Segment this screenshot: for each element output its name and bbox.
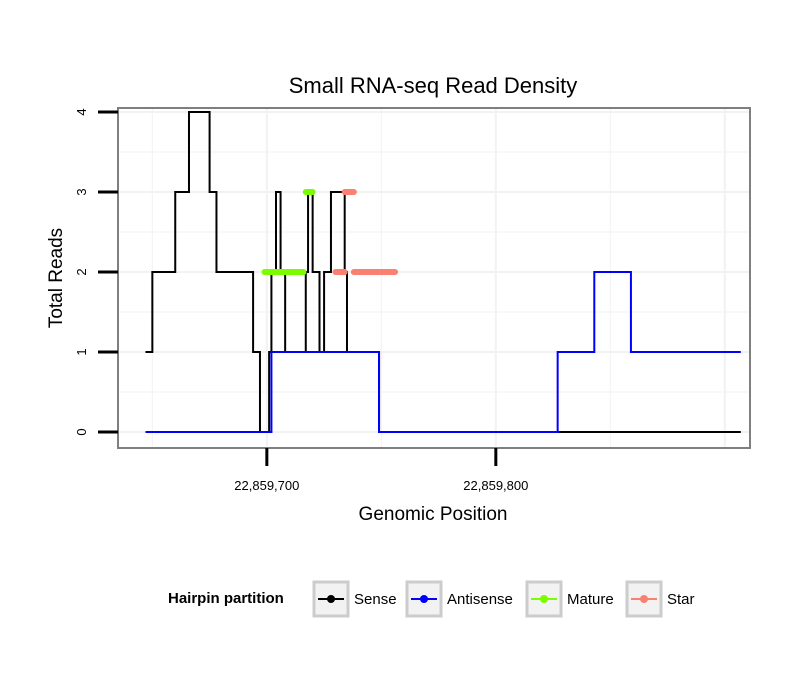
- legend-key-dot: [540, 595, 548, 603]
- plot-panel: [117, 107, 751, 449]
- legend-key-dot: [640, 595, 648, 603]
- axis-ticks: 0 1 2 3 4 22,859,700 22,859,800: [74, 108, 528, 493]
- y-tick-label: 3: [74, 188, 89, 195]
- legend: Hairpin partition Sense Antisense Mature St…: [168, 580, 695, 618]
- legend-label: Sense: [354, 591, 397, 608]
- y-axis-title: Total Reads: [46, 228, 67, 328]
- x-axis-title: Genomic Position: [359, 504, 508, 525]
- legend-item-antisense: Antisense: [405, 580, 513, 618]
- antisense-series-line: [145, 271, 741, 433]
- x-tick-label: 22,859,700: [234, 478, 299, 493]
- chart-title: Small RNA-seq Read Density: [289, 73, 578, 98]
- legend-item-mature: Mature: [525, 580, 614, 618]
- legend-label: Antisense: [447, 591, 513, 608]
- legend-label: Star: [667, 591, 695, 608]
- legend-item-star: Star: [625, 580, 695, 618]
- y-tick-label: 0: [74, 428, 89, 435]
- legend-title: Hairpin partition: [168, 590, 284, 607]
- series-layer: [145, 111, 741, 433]
- y-tick-label: 1: [74, 348, 89, 355]
- legend-label: Mature: [567, 591, 614, 608]
- legend-key-dot: [420, 595, 428, 603]
- x-tick-label: 22,859,800: [463, 478, 528, 493]
- y-tick-label: 2: [74, 268, 89, 275]
- y-tick-label: 4: [74, 108, 89, 115]
- legend-key-dot: [327, 595, 335, 603]
- legend-item-sense: Sense: [312, 580, 397, 618]
